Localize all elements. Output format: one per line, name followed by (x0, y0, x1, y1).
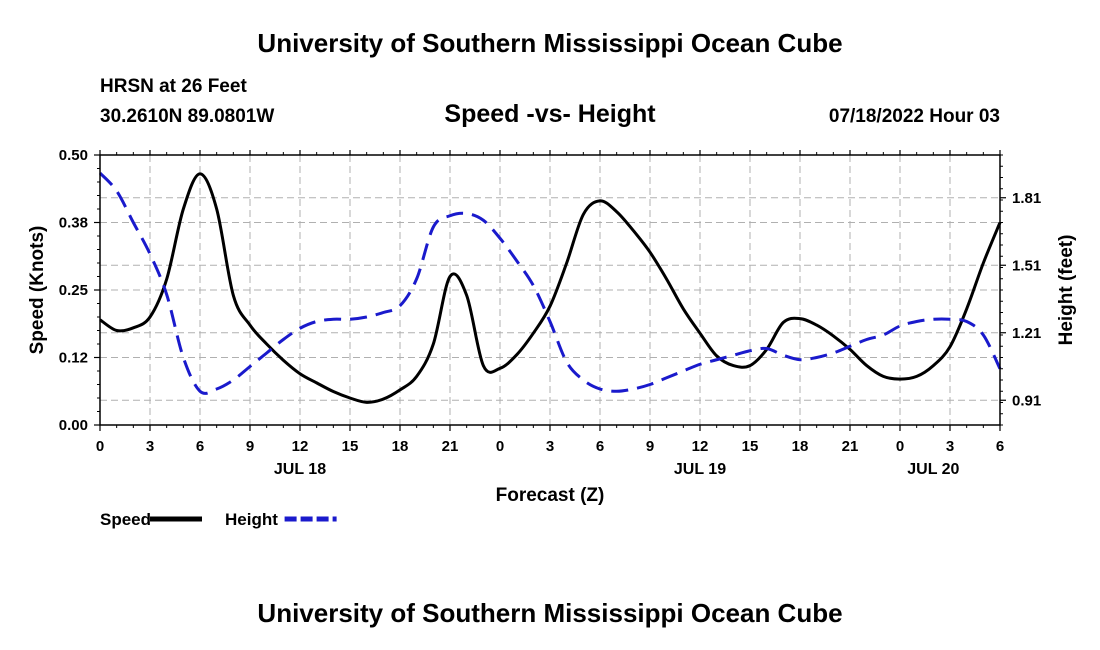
y2-tick-label: 1.51 (1012, 257, 1041, 274)
chart-title: Speed -vs- Height (444, 100, 656, 128)
x-tick-label: 3 (146, 438, 154, 455)
x-tick-label: 3 (946, 438, 954, 455)
page-title: University of Southern Mississippi Ocean… (257, 28, 843, 58)
x-tick-label: 3 (546, 438, 554, 455)
x-tick-label: 9 (646, 438, 654, 455)
legend: Speed Height (100, 510, 337, 529)
x-tick-label: 6 (996, 438, 1004, 455)
x-tick-label: 15 (342, 438, 359, 455)
x-tick-label: 0 (96, 438, 104, 455)
grid (99, 154, 1001, 426)
x-tick-label: 9 (246, 438, 254, 455)
x-tick-label: 15 (742, 438, 759, 455)
x-tick-label: 6 (196, 438, 204, 455)
forecast-datetime: 07/18/2022 Hour 03 (828, 106, 1000, 127)
x-date-label: JUL 20 (907, 461, 959, 478)
y2-tick-label: 0.91 (1012, 392, 1041, 409)
y-axis-label: Speed (Knots) (27, 226, 48, 355)
speed-series-line (99, 172, 1002, 404)
x-axis-label: Forecast (Z) (496, 485, 605, 506)
y-tick-label: 0.12 (59, 350, 88, 367)
x-tick-label: 18 (792, 438, 809, 455)
x-tick-label: 12 (292, 438, 309, 455)
y-tick-label: 0.50 (59, 147, 88, 164)
x-date-label: JUL 18 (274, 461, 326, 478)
speed-height-chart: 0 3 6 9 12 15 18 21 0 3 6 9 12 15 18 21 0 3 6 0.00 0.12 0.25 0… (27, 147, 1077, 529)
axes: 0 3 6 9 12 15 18 21 0 3 6 9 12 15 18 21 0 3 6 0.00 0.12 0.25 0… (27, 147, 1077, 506)
legend-label: Speed (100, 510, 151, 529)
y2-axis-label: Height (feet) (1056, 235, 1077, 346)
series-layer (98, 171, 1002, 404)
station-coordinates: 30.2610N 89.0801W (100, 106, 275, 127)
x-tick-label: 0 (896, 438, 904, 455)
y-tick-label: 0.38 (59, 215, 88, 232)
y2-tick-label: 1.21 (1012, 325, 1041, 342)
station-label: HRSN at 26 Feet (100, 76, 247, 97)
x-tick-label: 18 (392, 438, 409, 455)
y2-tick-label: 1.81 (1012, 190, 1041, 207)
height-series-line (98, 171, 1002, 395)
y-tick-label: 0.00 (59, 417, 88, 434)
x-tick-label: 0 (496, 438, 504, 455)
y-tick-label: 0.25 (59, 282, 88, 299)
x-tick-label: 6 (596, 438, 604, 455)
x-tick-label: 12 (692, 438, 709, 455)
legend-label: Height (225, 510, 278, 529)
x-tick-label: 21 (442, 438, 459, 455)
x-tick-label: 21 (842, 438, 859, 455)
footer-title: University of Southern Mississippi Ocean… (257, 598, 843, 628)
x-date-label: JUL 19 (674, 461, 726, 478)
